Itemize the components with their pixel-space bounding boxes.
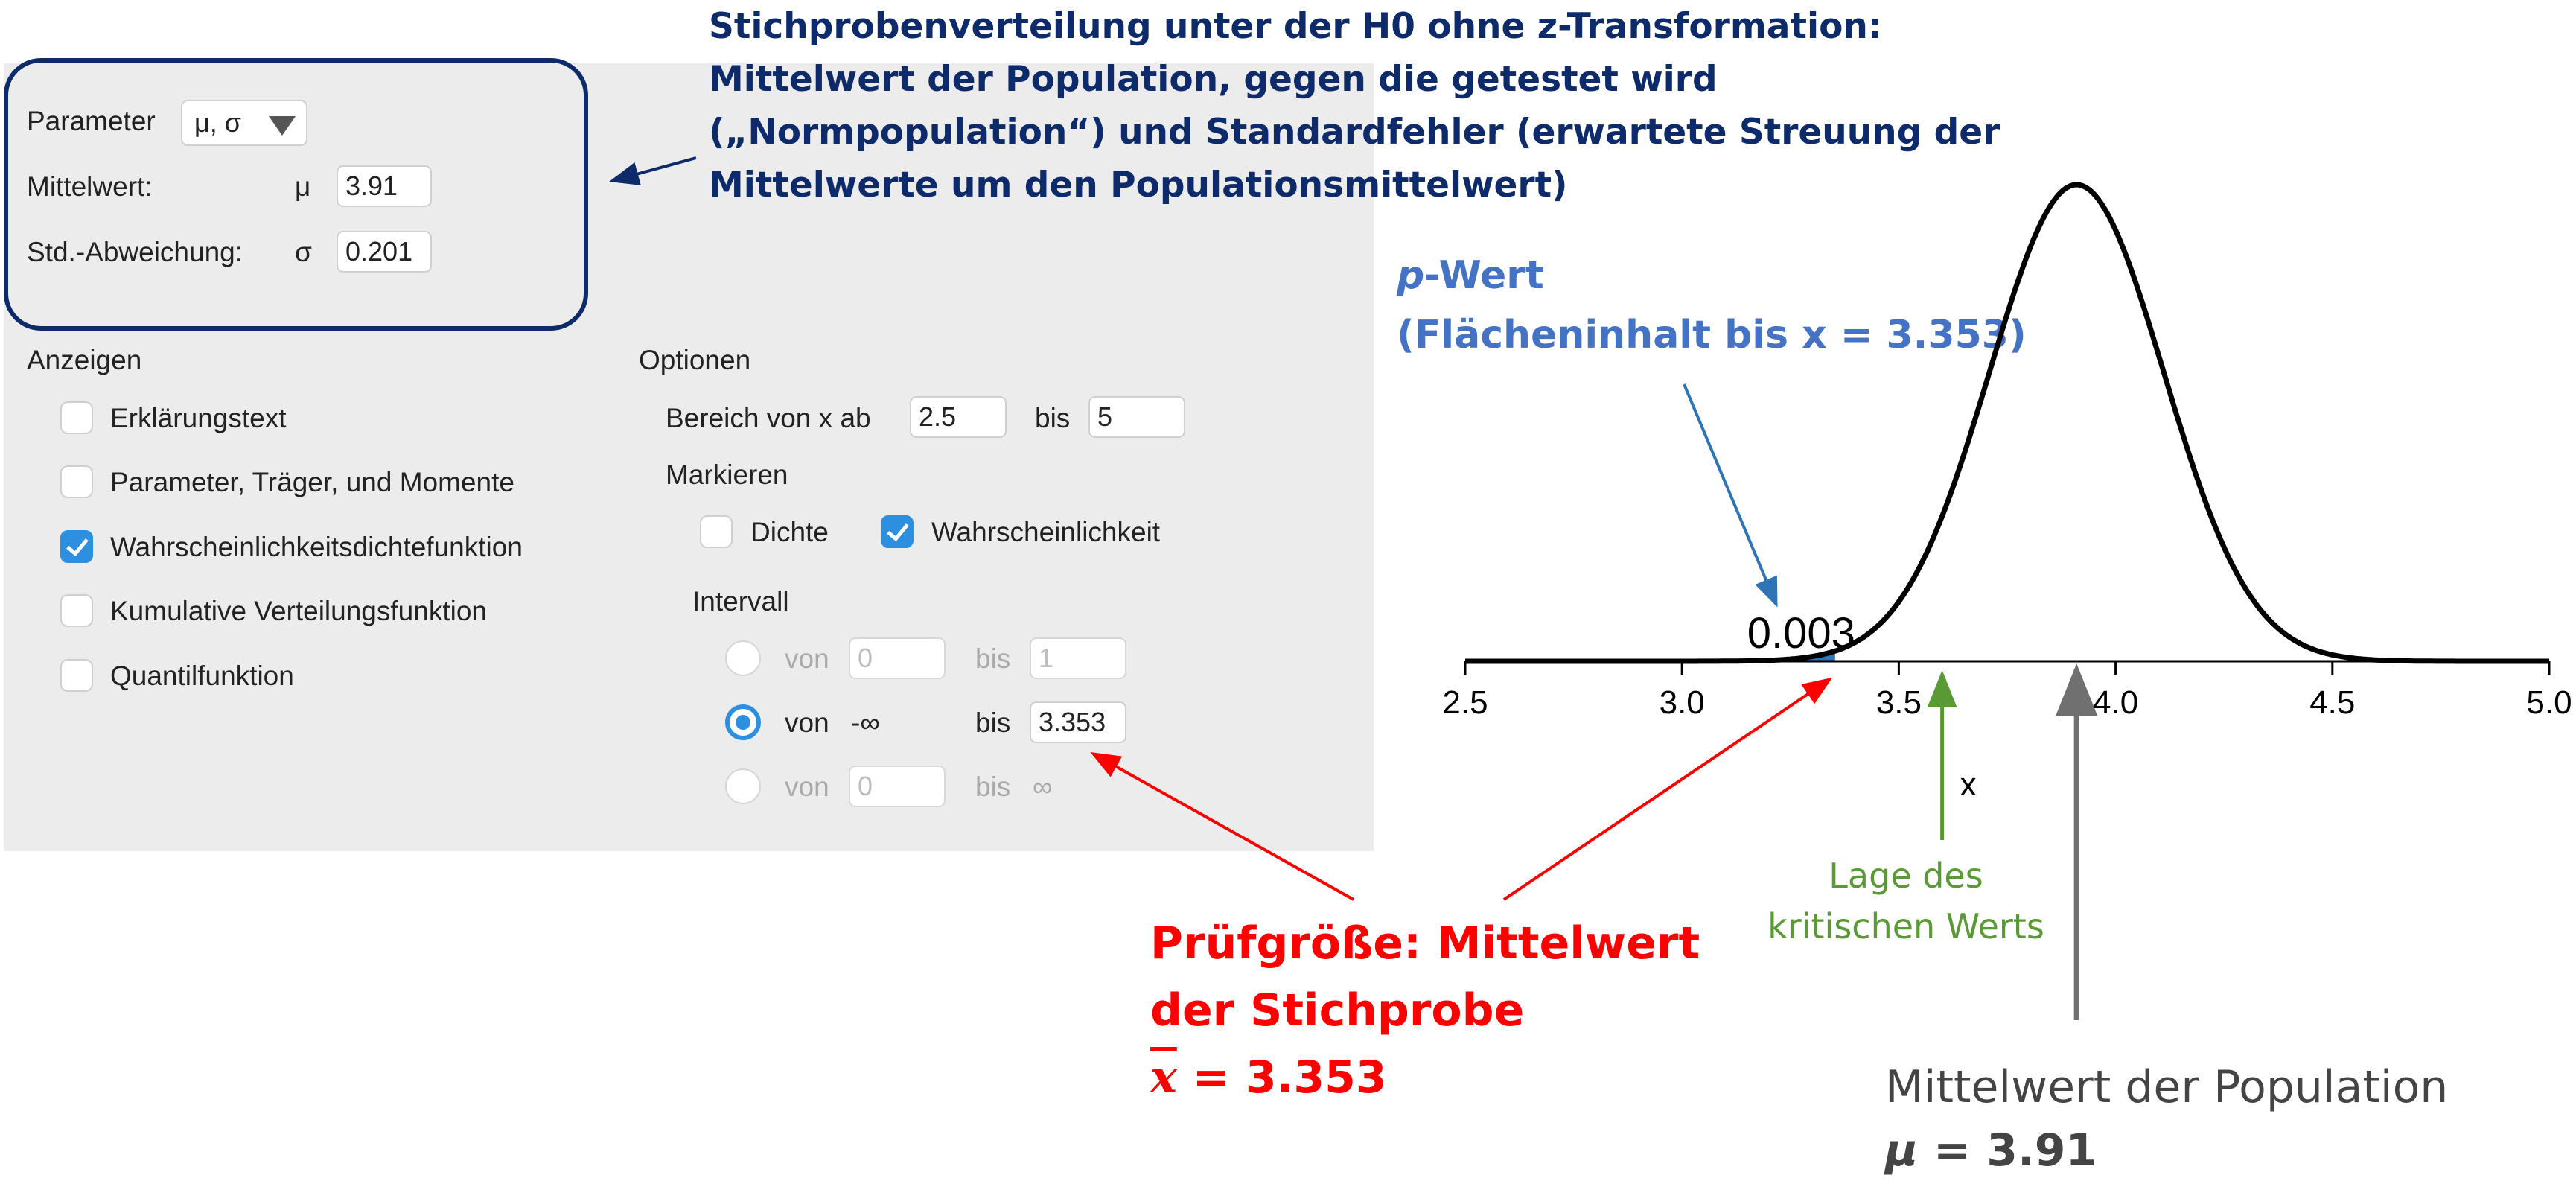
x-tick-label: 4.5 bbox=[2309, 684, 2355, 721]
critical-value-line1: Lage des bbox=[1829, 856, 1983, 896]
note-line: („Normpopulation“) und Standardfehler (e… bbox=[709, 112, 2000, 153]
note-line: Stichprobenverteilung unter der H0 ohne … bbox=[709, 6, 1882, 47]
mean-input[interactable]: 3.91 bbox=[337, 165, 432, 207]
sd-label: Std.-Abweichung: bbox=[27, 237, 243, 267]
optionen-heading: Optionen bbox=[639, 345, 751, 375]
note-line: Mittelwerte um den Populationsmittelwert… bbox=[709, 165, 1568, 206]
interval-von-label-2: von bbox=[785, 707, 829, 738]
mean-symbol: μ bbox=[295, 171, 311, 202]
x-tick-label: 3.5 bbox=[1876, 684, 1922, 721]
p-value-area-text: (Flächeninhalt bis x = 3.353) bbox=[1397, 313, 2027, 357]
quantilfunktion-label: Quantilfunktion bbox=[110, 661, 294, 691]
erklaerungstext-checkbox[interactable] bbox=[60, 401, 93, 434]
dichte-checkbox[interactable] bbox=[700, 515, 733, 548]
test-statistic-line2: der Stichprobe bbox=[1150, 984, 1525, 1037]
test-stat-arrow-to-chart bbox=[1502, 677, 1833, 901]
mu-symbol: μ bbox=[1885, 1124, 1919, 1177]
verteilungsfunktion-label: Kumulative Verteilungsfunktion bbox=[110, 596, 487, 626]
test-stat-arrow-to-input bbox=[1090, 752, 1354, 901]
dichtefunktion-checkbox[interactable] bbox=[60, 530, 93, 563]
sampling-distribution-note: Stichprobenverteilung unter der H0 ohne … bbox=[709, 0, 2000, 211]
x-tick-label: 2.5 bbox=[1442, 684, 1488, 721]
p-letter: p bbox=[1397, 253, 1425, 298]
range-to-input[interactable]: 5 bbox=[1088, 396, 1185, 438]
interval-von-input-1[interactable]: 0 bbox=[849, 637, 946, 679]
settings-panel bbox=[4, 63, 1374, 851]
p-value-arrow bbox=[1683, 383, 1778, 608]
population-mean-note: Mittelwert der Population μ = 3.91 bbox=[1885, 1056, 2448, 1183]
erklaerungstext-label: Erklärungstext bbox=[110, 403, 287, 433]
sd-input[interactable]: 0.201 bbox=[337, 231, 432, 273]
note-line: Mittelwert der Population, gegen die get… bbox=[709, 59, 1718, 100]
verteilungsfunktion-checkbox[interactable] bbox=[60, 594, 93, 627]
interval-von-input-3[interactable]: 0 bbox=[849, 766, 946, 807]
critical-value-line2: kritischen Werts bbox=[1767, 906, 2044, 946]
test-statistic-note: Prüfgröße: Mittelwert der Stichprobe x =… bbox=[1150, 910, 1700, 1111]
p-value-label: 0.003 bbox=[1747, 609, 1855, 658]
parameter-traeger-label: Parameter, Träger, und Momente bbox=[110, 467, 514, 497]
range-to-label: bis bbox=[1035, 403, 1071, 433]
quantilfunktion-checkbox[interactable] bbox=[60, 659, 93, 692]
range-label: Bereich von x ab bbox=[666, 403, 871, 433]
xbar-symbol: x bbox=[1150, 1051, 1177, 1104]
sd-symbol: σ bbox=[295, 237, 312, 267]
x-tick-label: 4.0 bbox=[2093, 684, 2138, 721]
x-tick-label: 3.0 bbox=[1660, 684, 1705, 721]
population-mean-line1: Mittelwert der Population bbox=[1885, 1061, 2449, 1113]
intervall-heading: Intervall bbox=[692, 586, 789, 617]
parameter-highlight-box bbox=[4, 58, 588, 331]
test-statistic-line1: Prüfgröße: Mittelwert bbox=[1150, 917, 1700, 970]
x-axis-label: x bbox=[1960, 766, 1977, 803]
interval-radio-1[interactable] bbox=[725, 640, 761, 676]
interval-bis-input-1[interactable]: 1 bbox=[1030, 637, 1126, 679]
chevron-down-icon bbox=[269, 116, 296, 136]
interval-bis-label-2: bis bbox=[975, 707, 1011, 738]
density-curve bbox=[1465, 182, 2549, 664]
wahrscheinlichkeit-label: Wahrscheinlichkeit bbox=[931, 517, 1161, 547]
interval-von-label-3: von bbox=[785, 771, 829, 802]
mu-value: = 3.91 bbox=[1918, 1124, 2097, 1177]
parameter-select-value: μ, σ bbox=[194, 107, 241, 138]
parameter-label: Parameter bbox=[27, 106, 156, 136]
x-tick-label: 5.0 bbox=[2526, 684, 2572, 721]
param-arrow bbox=[609, 156, 697, 185]
interval-von-value-2: -∞ bbox=[851, 707, 880, 738]
interval-bis-label-3: bis bbox=[975, 771, 1011, 802]
anzeigen-heading: Anzeigen bbox=[27, 345, 142, 375]
p-wert-text: -Wert bbox=[1424, 253, 1544, 298]
parameter-traeger-checkbox[interactable] bbox=[60, 465, 93, 498]
mean-label: Mittelwert: bbox=[27, 171, 153, 202]
x-axis-ticks: 2.5 3.0 3.5 4.0 4.5 5.0 bbox=[1442, 661, 2572, 721]
markieren-heading: Markieren bbox=[666, 459, 788, 490]
xbar-value: = 3.353 bbox=[1176, 1051, 1387, 1104]
interval-bis-input-2[interactable]: 3.353 bbox=[1030, 701, 1126, 743]
parameter-select[interactable]: μ, σ bbox=[181, 100, 307, 146]
interval-radio-2[interactable] bbox=[725, 704, 761, 740]
wahrscheinlichkeit-checkbox[interactable] bbox=[881, 515, 914, 548]
range-from-input[interactable]: 2.5 bbox=[910, 396, 1007, 438]
critical-value-note: Lage des kritischen Werts bbox=[1735, 850, 2077, 952]
dichte-label: Dichte bbox=[750, 517, 829, 547]
interval-von-label-1: von bbox=[785, 643, 829, 674]
interval-radio-3[interactable] bbox=[725, 768, 761, 804]
interval-bis-value-3: ∞ bbox=[1033, 771, 1053, 802]
p-value-note: p-Wert (Flächeninhalt bis x = 3.353) bbox=[1397, 246, 2027, 365]
dichtefunktion-label: Wahrscheinlichkeitsdichtefunktion bbox=[110, 532, 523, 562]
interval-bis-label-1: bis bbox=[975, 643, 1011, 674]
